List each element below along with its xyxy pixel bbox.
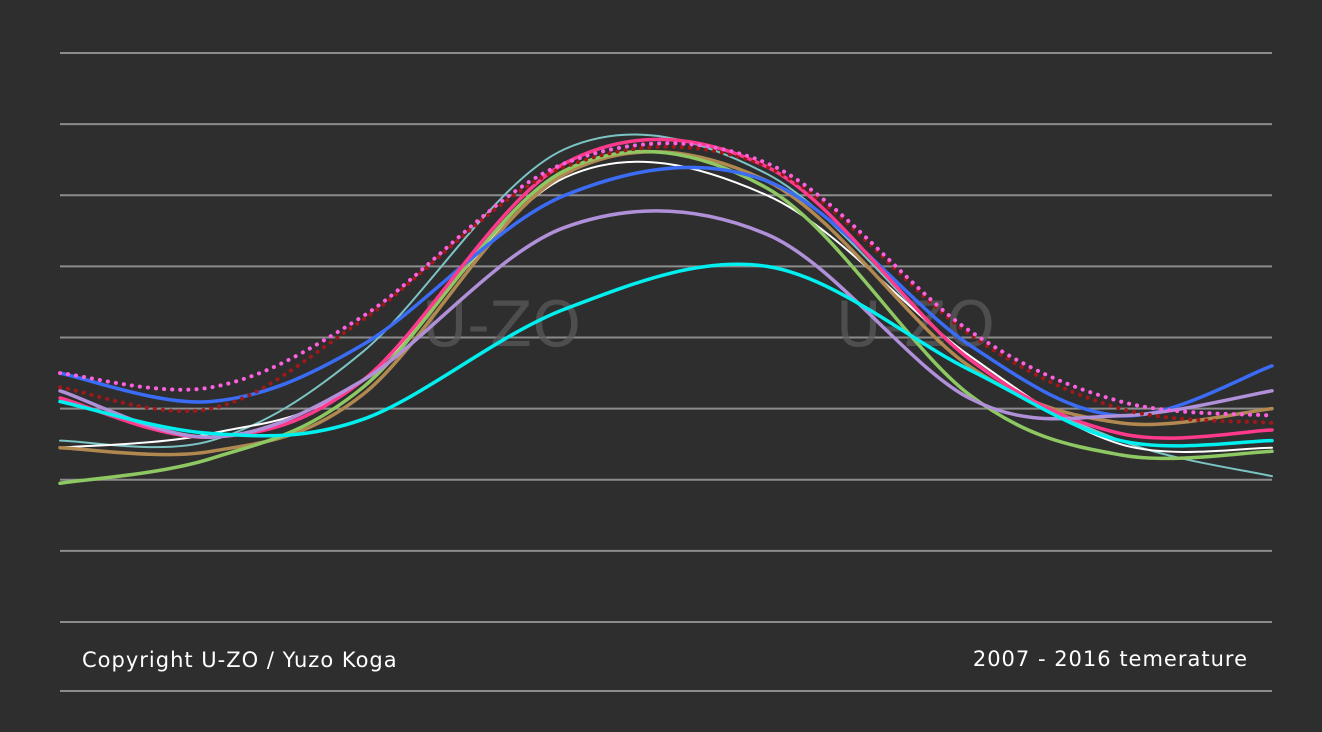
watermark-text-left: U-ZO <box>422 288 581 361</box>
series-line-9 <box>58 144 1274 425</box>
series-line-8 <box>58 262 1274 448</box>
chart-grid <box>60 52 1272 692</box>
series-line-10 <box>58 141 1274 418</box>
series-line-7 <box>58 209 1274 439</box>
copyright-text: Copyright U-ZO / Yuzo Koga <box>82 648 398 672</box>
chart-caption: 2007 - 2016 temerature <box>973 647 1248 671</box>
chart-series-layer <box>58 133 1274 486</box>
series-line-5 <box>58 165 1274 418</box>
series-line-4 <box>58 149 1274 486</box>
